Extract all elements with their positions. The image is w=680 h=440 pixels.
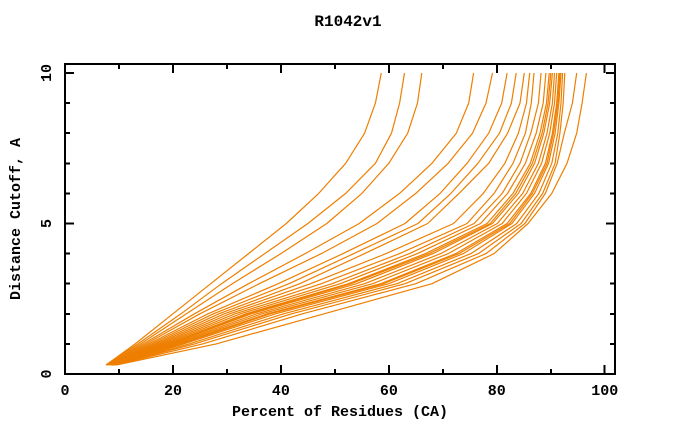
- gdt-curve: [114, 72, 578, 366]
- gdt-curve: [105, 72, 382, 366]
- plot-border: [64, 63, 616, 375]
- y-tick-label: 0: [39, 369, 56, 378]
- gdt-curve: [109, 72, 525, 366]
- gdt-curve: [112, 72, 562, 366]
- tick-labels: 0 20 40 60 80 100 0 5 10: [39, 64, 618, 400]
- gdt-curve: [116, 72, 587, 366]
- x-tick-label: 80: [488, 383, 506, 400]
- gdt-curves: [105, 72, 587, 366]
- x-tick-label: 20: [164, 383, 182, 400]
- gdt-curve: [112, 72, 560, 366]
- x-tick-label: 100: [591, 383, 618, 400]
- gdt-curve: [110, 72, 542, 366]
- gdt-curve: [106, 72, 475, 366]
- plot-frame: [64, 63, 616, 375]
- gdt-curve: [112, 72, 564, 366]
- gdt-curve: [107, 72, 494, 366]
- gdt-curve: [109, 72, 517, 366]
- gdt-curve: [111, 72, 550, 366]
- x-tick-label: 60: [380, 383, 398, 400]
- y-axis-label: Distance Cutoff, A: [8, 138, 25, 300]
- gdt-curve: [111, 72, 552, 366]
- chart-title: R1042v1: [314, 13, 381, 31]
- gdt-curve: [111, 72, 558, 366]
- gdt-curve: [110, 72, 531, 366]
- gdt-curve: [107, 72, 508, 366]
- x-tick-label: 0: [60, 383, 69, 400]
- axis-ticks: [64, 64, 615, 375]
- y-tick-label: 10: [39, 64, 56, 82]
- y-tick-label: 5: [39, 219, 56, 228]
- x-tick-label: 40: [272, 383, 290, 400]
- gdt-curve: [113, 72, 566, 366]
- gdt-curve: [110, 72, 535, 366]
- gdt-curve: [105, 72, 406, 366]
- gdt-curve: [111, 72, 556, 366]
- x-axis-label: Percent of Residues (CA): [232, 404, 448, 421]
- gdt-curve: [112, 72, 561, 366]
- gdt-curve: [110, 72, 547, 366]
- gdt-curve: [106, 72, 423, 366]
- gdt-curve: [111, 72, 553, 366]
